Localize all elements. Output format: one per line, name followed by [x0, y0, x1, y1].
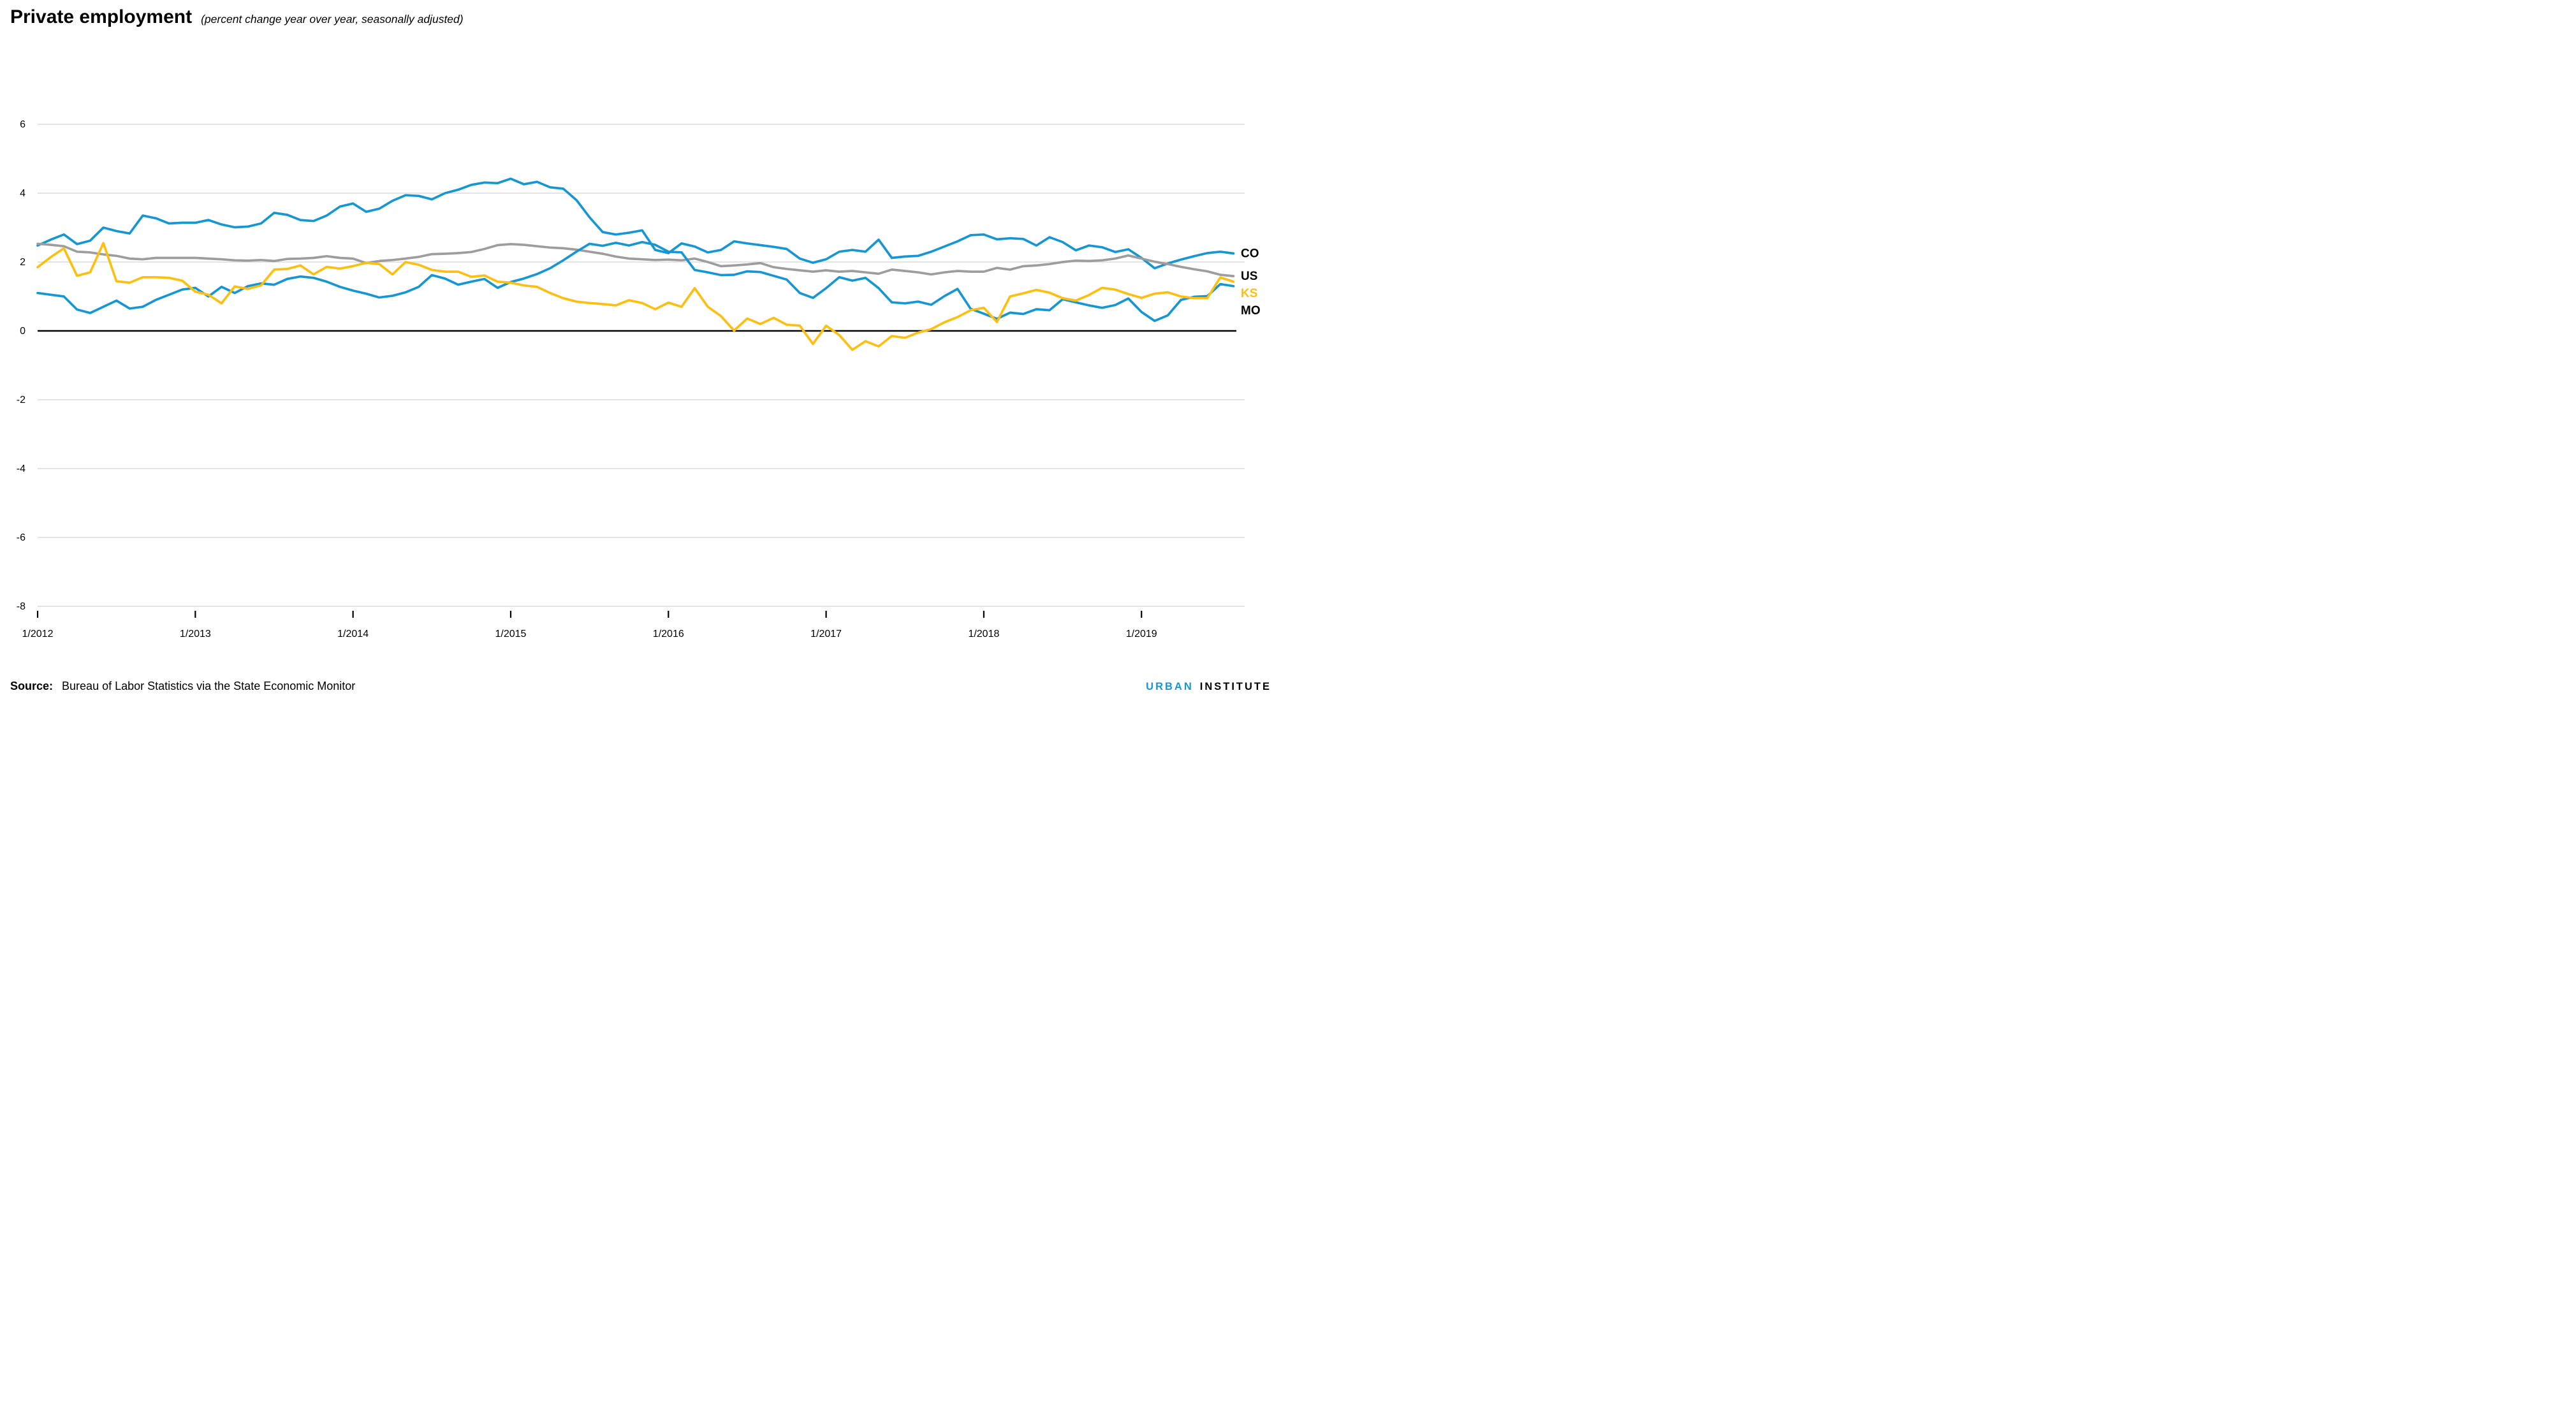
- source-text: Bureau of Labor Statistics via the State…: [62, 680, 356, 692]
- y-axis-label--2: -2: [17, 395, 26, 405]
- page-title: Private employment: [10, 6, 193, 27]
- x-axis-label-1-2013: 1/2013: [180, 629, 211, 639]
- x-axis-label-1-2018: 1/2018: [968, 629, 999, 639]
- chart-page: Private employment (percent change year o…: [0, 0, 1288, 712]
- x-axis-label-1-2019: 1/2019: [1126, 629, 1157, 639]
- page-subtitle: (percent change year over year, seasonal…: [201, 13, 464, 26]
- x-axis-label-1-2012: 1/2012: [22, 629, 54, 639]
- series-line-KS: [36, 242, 1235, 351]
- y-axis-label-4: 4: [20, 188, 26, 199]
- y-axis-label--6: -6: [17, 532, 26, 543]
- brand-urban: URBAN: [1146, 681, 1194, 692]
- legend-label-CO: CO: [1241, 247, 1259, 261]
- x-axis-label-1-2014: 1/2014: [337, 629, 369, 639]
- y-axis-label-0: 0: [20, 326, 26, 337]
- legend-label-KS: KS: [1241, 287, 1257, 300]
- y-axis-label-6: 6: [20, 119, 26, 130]
- series-line-CO: [36, 177, 1235, 270]
- x-axis-label-1-2017: 1/2017: [810, 629, 842, 639]
- legend-label-MO: MO: [1241, 304, 1261, 317]
- y-axis-label--4: -4: [17, 463, 26, 474]
- series-line-US: [36, 242, 1235, 277]
- chart-header: Private employment (percent change year o…: [10, 6, 464, 28]
- legend-label-US: US: [1241, 270, 1257, 283]
- x-axis-label-1-2016: 1/2016: [653, 629, 684, 639]
- urban-institute-logo: URBAN INSTITUTE: [1146, 681, 1271, 693]
- series-line-MO: [36, 240, 1235, 323]
- line-chart: 6 4 2 0 -2 -4 -6 -8 1/2012 1/2013 1/2014 1/2015 1/20…: [17, 119, 1261, 639]
- brand-institute: INSTITUTE: [1199, 681, 1271, 692]
- source-label: Source:: [10, 680, 54, 692]
- y-axis-label-2: 2: [20, 257, 26, 268]
- source-line: Source: Bureau of Labor Statistics via th…: [10, 680, 355, 693]
- y-axis-label--8: -8: [17, 601, 26, 612]
- x-axis-label-1-2015: 1/2015: [495, 629, 526, 639]
